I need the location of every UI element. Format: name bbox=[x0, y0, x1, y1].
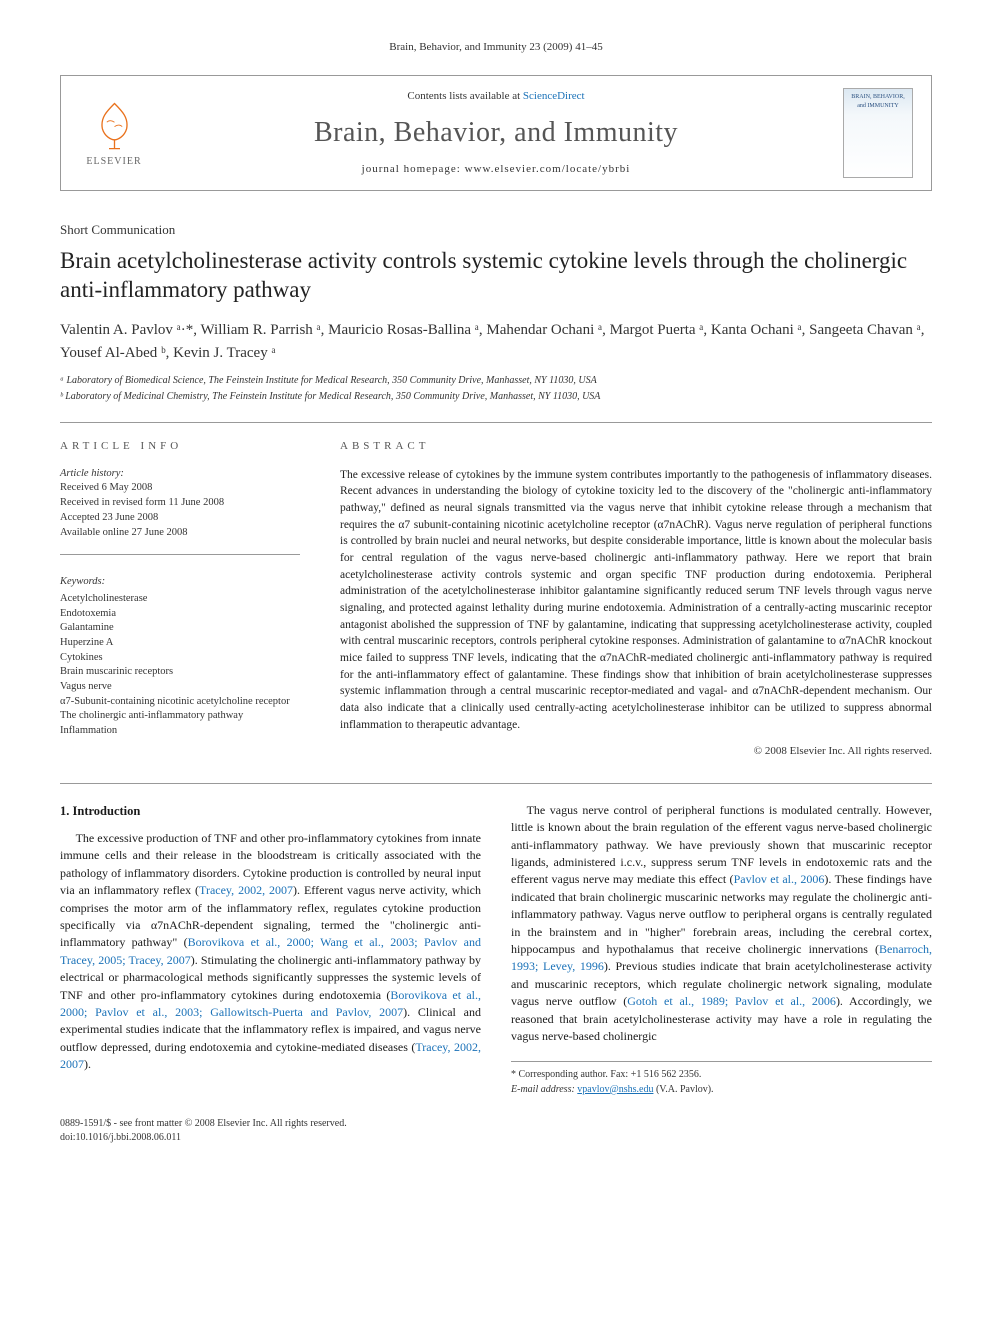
elsevier-tree-icon bbox=[87, 98, 142, 153]
elsevier-logo: ELSEVIER bbox=[79, 93, 149, 173]
abstract-copyright: © 2008 Elsevier Inc. All rights reserved… bbox=[340, 744, 932, 759]
journal-cover-thumbnail: BRAIN, BEHAVIOR, and IMMUNITY bbox=[843, 88, 913, 178]
article-history: Article history: Received 6 May 2008 Rec… bbox=[60, 467, 300, 555]
elsevier-logo-text: ELSEVIER bbox=[86, 155, 141, 169]
article-title: Brain acetylcholinesterase activity cont… bbox=[60, 246, 932, 306]
author-list: Valentin A. Pavlov ᵃ·*, William R. Parri… bbox=[60, 319, 932, 364]
meta-row: ARTICLE INFO Article history: Received 6… bbox=[60, 422, 932, 759]
history-accepted: Accepted 23 June 2008 bbox=[60, 511, 300, 526]
article-info-column: ARTICLE INFO Article history: Received 6… bbox=[60, 422, 300, 759]
sciencedirect-link[interactable]: ScienceDirect bbox=[523, 90, 585, 102]
keyword-item: α7-Subunit-containing nicotinic acetylch… bbox=[60, 695, 300, 710]
affiliation-a: ᵃ Laboratory of Biomedical Science, The … bbox=[60, 374, 932, 388]
journal-homepage-line: journal homepage: www.elsevier.com/locat… bbox=[167, 162, 825, 177]
keyword-item: Brain muscarinic receptors bbox=[60, 665, 300, 680]
keyword-item: Cytokines bbox=[60, 651, 300, 666]
corr-email-link[interactable]: vpavlov@nshs.edu bbox=[577, 1084, 653, 1095]
corr-email-line: E-mail address: vpavlov@nshs.edu (V.A. P… bbox=[511, 1083, 932, 1098]
citation-link[interactable]: Tracey, 2002, 2007 bbox=[199, 883, 293, 897]
header-center: Contents lists available at ScienceDirec… bbox=[167, 89, 825, 177]
article-body: 1. Introduction The excessive production… bbox=[60, 783, 932, 1097]
article-info-heading: ARTICLE INFO bbox=[60, 439, 300, 454]
homepage-url: www.elsevier.com/locate/ybrbi bbox=[465, 163, 631, 175]
body-text: ). bbox=[84, 1057, 91, 1071]
keyword-item: Endotoxemia bbox=[60, 607, 300, 622]
body-paragraph-1: The excessive production of TNF and othe… bbox=[60, 830, 481, 1073]
article-type: Short Communication bbox=[60, 221, 932, 239]
history-revised: Received in revised form 11 June 2008 bbox=[60, 496, 300, 511]
homepage-prefix: journal homepage: bbox=[362, 163, 465, 175]
citation-link[interactable]: Pavlov et al., 2006 bbox=[734, 872, 825, 886]
contents-prefix: Contents lists available at bbox=[407, 90, 522, 102]
keyword-item: The cholinergic anti-inflammatory pathwa… bbox=[60, 709, 300, 724]
body-paragraph-2: The vagus nerve control of peripheral fu… bbox=[511, 802, 932, 1045]
abstract-column: ABSTRACT The excessive release of cytoki… bbox=[340, 439, 932, 759]
keyword-item: Inflammation bbox=[60, 724, 300, 739]
keyword-item: Huperzine A bbox=[60, 636, 300, 651]
affiliations: ᵃ Laboratory of Biomedical Science, The … bbox=[60, 374, 932, 404]
abstract-text: The excessive release of cytokines by th… bbox=[340, 467, 932, 734]
history-online: Available online 27 June 2008 bbox=[60, 526, 300, 541]
keyword-item: Vagus nerve bbox=[60, 680, 300, 695]
email-suffix: (V.A. Pavlov). bbox=[653, 1084, 713, 1095]
email-label: E-mail address: bbox=[511, 1084, 577, 1095]
corr-author-line: * Corresponding author. Fax: +1 516 562 … bbox=[511, 1068, 932, 1083]
affiliation-b: ᵇ Laboratory of Medicinal Chemistry, The… bbox=[60, 390, 932, 404]
running-header: Brain, Behavior, and Immunity 23 (2009) … bbox=[60, 40, 932, 55]
abstract-heading: ABSTRACT bbox=[340, 439, 932, 454]
journal-header-box: ELSEVIER Contents lists available at Sci… bbox=[60, 75, 932, 191]
history-received: Received 6 May 2008 bbox=[60, 481, 300, 496]
intro-heading: 1. Introduction bbox=[60, 802, 481, 820]
keywords-block: Keywords: Acetylcholinesterase Endotoxem… bbox=[60, 575, 300, 739]
page-footer: 0889-1591/$ - see front matter © 2008 El… bbox=[60, 1117, 932, 1145]
history-label: Article history: bbox=[60, 467, 300, 482]
corresponding-author-footnote: * Corresponding author. Fax: +1 516 562 … bbox=[511, 1061, 932, 1097]
footer-front-matter: 0889-1591/$ - see front matter © 2008 El… bbox=[60, 1117, 932, 1131]
keywords-label: Keywords: bbox=[60, 575, 300, 590]
keyword-item: Galantamine bbox=[60, 621, 300, 636]
keyword-item: Acetylcholinesterase bbox=[60, 592, 300, 607]
contents-available-line: Contents lists available at ScienceDirec… bbox=[167, 89, 825, 104]
journal-name: Brain, Behavior, and Immunity bbox=[167, 113, 825, 152]
cover-title-text: BRAIN, BEHAVIOR, and IMMUNITY bbox=[848, 93, 908, 110]
footer-doi: doi:10.1016/j.bbi.2008.06.011 bbox=[60, 1131, 932, 1145]
citation-link[interactable]: Gotoh et al., 1989; Pavlov et al., 2006 bbox=[627, 994, 836, 1008]
